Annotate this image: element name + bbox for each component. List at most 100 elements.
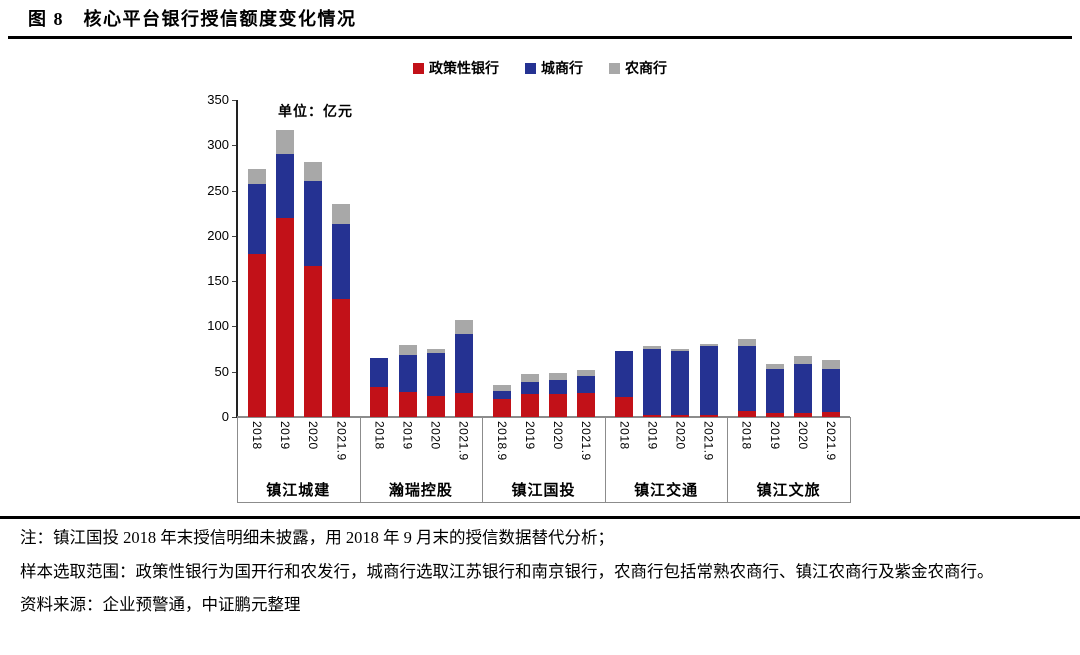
bar-segment-rural-bank <box>793 356 812 364</box>
bar-segment-policy-bank <box>370 387 389 417</box>
bar-segment-policy-bank <box>737 410 756 417</box>
x-year-label-text: 2019 <box>278 421 293 450</box>
x-year-label: 2019 <box>276 421 294 475</box>
bar-segment-policy-bank <box>577 392 596 417</box>
y-tick-mark <box>232 417 237 418</box>
x-year-label: 2021.9 <box>577 421 595 475</box>
x-year-label: 2021.9 <box>455 421 473 475</box>
x-year-label: 2021.9 <box>332 421 350 475</box>
x-year-label-text: 2021.9 <box>456 421 471 461</box>
x-year-label: 2019 <box>643 421 661 475</box>
legend-label-city-bank: 城商行 <box>541 60 583 76</box>
bar-segment-policy-bank <box>821 412 840 417</box>
bar-group-镇江城建 <box>238 100 360 417</box>
x-year-labels: 2018 2019 2020 2021.9 2018 2019 2020 2021.9 2018… <box>238 421 850 475</box>
bar-镇江国投-2018.9 <box>492 385 511 417</box>
x-year-label-group: 2018.9 2019 2020 2021.9 <box>483 421 605 475</box>
bar-镇江城建-2018 <box>248 168 267 417</box>
bar-segment-rural-bank <box>398 344 417 356</box>
notes-block: 注：镇江国投 2018 年末授信明细未披露，用 2018 年 9 月末的授信数据… <box>20 523 1066 624</box>
x-year-label-text: 2020 <box>795 421 810 450</box>
x-year-label-text: 2019 <box>645 421 660 450</box>
group-separator <box>237 417 238 502</box>
legend-item-rural-bank: 农商行 <box>609 58 667 78</box>
x-year-label-text: 2019 <box>522 421 537 450</box>
bar-镇江文旅-2021.9 <box>821 359 840 417</box>
y-tick-label: 250 <box>207 182 229 198</box>
x-year-label-text: 2020 <box>673 421 688 450</box>
x-year-label-text: 2021.9 <box>334 421 349 461</box>
bar-segment-policy-bank <box>454 393 473 417</box>
bar-segment-policy-bank <box>426 396 445 417</box>
bar-镇江国投-2019 <box>520 373 539 417</box>
bars-area <box>238 100 850 417</box>
bar-segment-city-bank <box>671 350 690 416</box>
group-separator <box>850 417 851 502</box>
bar-segment-policy-bank <box>492 398 511 417</box>
group-label-镇江国投: 镇江国投 <box>511 483 576 499</box>
x-year-label-text: 2019 <box>400 421 415 450</box>
y-tick-mark <box>232 281 237 283</box>
bar-segment-city-bank <box>699 346 718 416</box>
group-label-瀚瑞控股: 瀚瑞控股 <box>388 483 453 499</box>
bar-segment-rural-bank <box>699 343 718 347</box>
x-year-label: 2018.9 <box>493 421 511 475</box>
legend-item-city-bank: 城商行 <box>525 58 583 78</box>
bar-segment-rural-bank <box>821 359 840 370</box>
bar-segment-rural-bank <box>737 339 756 347</box>
group-label-镇江交通: 镇江交通 <box>634 483 699 499</box>
bar-segment-rural-bank <box>520 373 539 382</box>
bar-瀚瑞控股-2019 <box>398 344 417 417</box>
y-tick-mark <box>232 100 237 101</box>
bar-镇江交通-2018 <box>615 350 634 417</box>
x-year-label: 2018 <box>738 421 756 475</box>
note-line-1: 注：镇江国投 2018 年末授信明细未披露，用 2018 年 9 月末的授信数据… <box>20 528 614 547</box>
x-axis-line <box>237 416 850 418</box>
bar-segment-policy-bank <box>398 391 417 417</box>
y-tick-label: 50 <box>214 363 229 379</box>
group-separator <box>359 417 361 502</box>
bar-瀚瑞控股-2020 <box>426 349 445 417</box>
bar-segment-city-bank <box>276 154 295 218</box>
x-year-label: 2020 <box>304 421 322 475</box>
x-year-label-group: 2018 2019 2020 2021.9 <box>238 421 360 475</box>
bar-segment-policy-bank <box>765 413 784 417</box>
bar-segment-city-bank <box>765 369 784 414</box>
bar-group-瀚瑞控股 <box>360 100 482 417</box>
x-year-label-text: 2020 <box>306 421 321 450</box>
bar-segment-policy-bank <box>332 299 351 417</box>
bar-镇江文旅-2018 <box>737 339 756 417</box>
bar-segment-rural-bank <box>492 385 511 391</box>
y-tick-label: 300 <box>207 137 229 153</box>
bar-segment-city-bank <box>577 376 596 393</box>
bar-镇江城建-2021.9 <box>332 204 351 417</box>
bar-镇江文旅-2019 <box>765 363 784 417</box>
bar-segment-policy-bank <box>248 253 267 417</box>
x-year-label-text: 2018 <box>250 421 265 450</box>
y-tick-label: 150 <box>207 273 229 289</box>
x-year-label-text: 2020 <box>551 421 566 450</box>
bar-segment-policy-bank <box>520 394 539 417</box>
group-separator <box>604 417 606 502</box>
x-year-label: 2020 <box>427 421 445 475</box>
bar-segment-city-bank <box>454 333 473 394</box>
bar-镇江城建-2019 <box>276 129 295 417</box>
unit-label: 单位：亿元 <box>278 103 353 119</box>
legend-swatch-policy-bank <box>413 62 424 74</box>
x-year-label: 2020 <box>549 421 567 475</box>
group-label-镇江文旅: 镇江文旅 <box>756 483 821 499</box>
bar-segment-city-bank <box>304 180 323 266</box>
bar-segment-policy-bank <box>276 217 295 417</box>
bar-segment-rural-bank <box>276 129 295 155</box>
bar-segment-rural-bank <box>643 346 662 350</box>
bar-segment-rural-bank <box>454 320 473 334</box>
x-year-label: 2021.9 <box>822 421 840 475</box>
x-year-label: 2019 <box>399 421 417 475</box>
x-year-label-group: 2018 2019 2020 2021.9 <box>360 421 482 475</box>
bar-segment-city-bank <box>793 363 812 414</box>
bar-segment-city-bank <box>248 184 267 254</box>
bar-group-镇江文旅 <box>728 100 850 417</box>
bar-segment-rural-bank <box>304 161 323 181</box>
y-tick-label: 0 <box>221 409 229 424</box>
